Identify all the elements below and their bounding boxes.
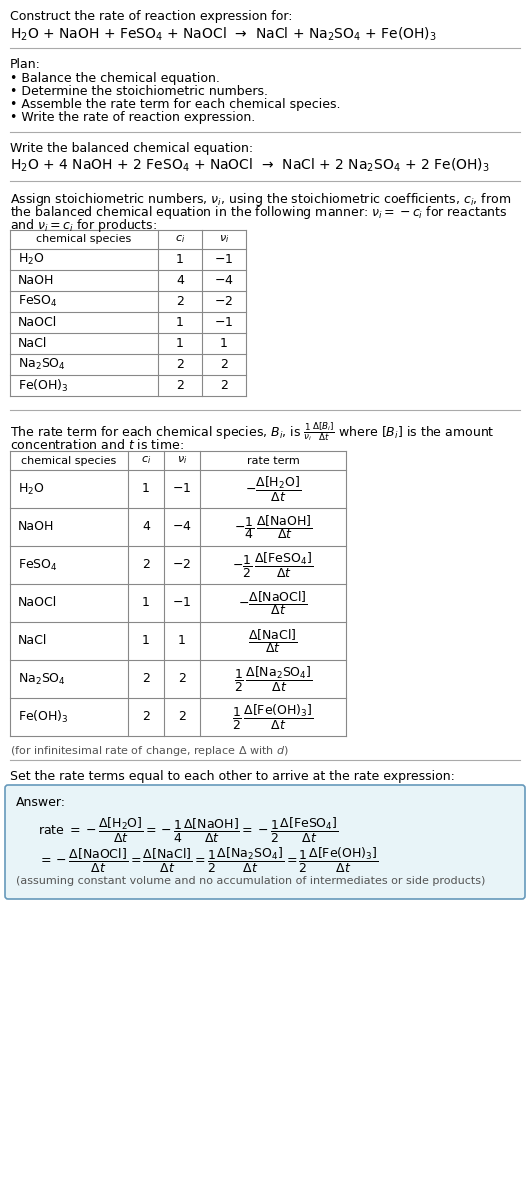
Text: H$_2$O: H$_2$O [18,482,45,496]
Text: • Determine the stoichiometric numbers.: • Determine the stoichiometric numbers. [10,85,268,98]
Text: $-\dfrac{1}{4}\,\dfrac{\Delta[\mathrm{NaOH}]}{\Delta t}$: $-\dfrac{1}{4}\,\dfrac{\Delta[\mathrm{Na… [234,513,312,541]
Text: 2: 2 [220,379,228,393]
Text: NaOCl: NaOCl [18,596,57,609]
Text: Answer:: Answer: [16,796,66,809]
Text: 1: 1 [220,337,228,350]
Text: 2: 2 [142,710,150,724]
Text: 1: 1 [176,315,184,329]
Text: 2: 2 [142,559,150,572]
Text: $\nu_i$: $\nu_i$ [219,234,229,246]
Text: 2: 2 [176,358,184,371]
FancyBboxPatch shape [5,785,525,899]
Text: rate $= -\dfrac{\Delta[\mathrm{H_2O}]}{\Delta t} = -\dfrac{1}{4}\dfrac{\Delta[\m: rate $= -\dfrac{\Delta[\mathrm{H_2O}]}{\… [38,816,339,845]
Text: $-$2: $-$2 [172,559,191,572]
Text: $-$1: $-$1 [215,253,234,266]
Text: the balanced chemical equation in the following manner: $\nu_i = -c_i$ for react: the balanced chemical equation in the fo… [10,203,508,222]
Text: $\dfrac{\Delta[\mathrm{NaCl}]}{\Delta t}$: $\dfrac{\Delta[\mathrm{NaCl}]}{\Delta t}… [248,627,298,655]
Text: $c_i$: $c_i$ [175,234,185,246]
Text: Set the rate terms equal to each other to arrive at the rate expression:: Set the rate terms equal to each other t… [10,771,455,783]
Text: 1: 1 [176,253,184,266]
Text: Na$_2$SO$_4$: Na$_2$SO$_4$ [18,356,66,372]
Text: chemical species: chemical species [21,455,117,466]
Text: Construct the rate of reaction expression for:: Construct the rate of reaction expressio… [10,10,293,23]
Text: NaCl: NaCl [18,337,47,350]
Text: $-\dfrac{1}{2}\,\dfrac{\Delta[\mathrm{FeSO_4}]}{\Delta t}$: $-\dfrac{1}{2}\,\dfrac{\Delta[\mathrm{Fe… [233,550,314,579]
Text: $\dfrac{1}{2}\,\dfrac{\Delta[\mathrm{Fe(OH)_3}]}{\Delta t}$: $\dfrac{1}{2}\,\dfrac{\Delta[\mathrm{Fe(… [232,702,314,732]
Text: $c_i$: $c_i$ [141,455,151,466]
Text: 2: 2 [220,358,228,371]
Text: $-$4: $-$4 [214,275,234,287]
Text: H$_2$O + NaOH + FeSO$_4$ + NaOCl  →  NaCl + Na$_2$SO$_4$ + Fe(OH)$_3$: H$_2$O + NaOH + FeSO$_4$ + NaOCl → NaCl … [10,26,437,43]
Text: NaOH: NaOH [18,520,55,533]
Text: rate term: rate term [246,455,299,466]
Text: 1: 1 [142,596,150,609]
Text: $-$4: $-$4 [172,520,192,533]
Text: H$_2$O: H$_2$O [18,252,45,267]
Text: (for infinitesimal rate of change, replace Δ with $d$): (for infinitesimal rate of change, repla… [10,744,289,759]
Text: $-$1: $-$1 [172,483,192,496]
Text: $\nu_i$: $\nu_i$ [177,455,187,466]
Text: The rate term for each chemical species, $B_i$, is $\frac{1}{\nu_i}\frac{\Delta[: The rate term for each chemical species,… [10,420,494,443]
Text: 4: 4 [142,520,150,533]
Text: $-$2: $-$2 [215,295,234,308]
Text: Plan:: Plan: [10,58,41,71]
Text: $-\dfrac{\Delta[\mathrm{NaOCl}]}{\Delta t}$: $-\dfrac{\Delta[\mathrm{NaOCl}]}{\Delta … [238,589,308,616]
Text: $-$1: $-$1 [215,315,234,329]
Text: Na$_2$SO$_4$: Na$_2$SO$_4$ [18,672,66,686]
Text: $= -\dfrac{\Delta[\mathrm{NaOCl}]}{\Delta t} = \dfrac{\Delta[\mathrm{NaCl}]}{\De: $= -\dfrac{\Delta[\mathrm{NaOCl}]}{\Delt… [38,846,379,875]
Text: 1: 1 [176,337,184,350]
Text: • Balance the chemical equation.: • Balance the chemical equation. [10,72,220,85]
Text: 1: 1 [178,635,186,648]
Text: $-\dfrac{\Delta[\mathrm{H_2O}]}{\Delta t}$: $-\dfrac{\Delta[\mathrm{H_2O}]}{\Delta t… [245,474,301,503]
Text: 2: 2 [178,710,186,724]
Text: FeSO$_4$: FeSO$_4$ [18,557,58,573]
Text: 1: 1 [142,483,150,496]
Text: (assuming constant volume and no accumulation of intermediates or side products): (assuming constant volume and no accumul… [16,877,485,886]
Text: 4: 4 [176,275,184,287]
Text: chemical species: chemical species [37,235,131,244]
Text: $\dfrac{1}{2}\,\dfrac{\Delta[\mathrm{Na_2SO_4}]}{\Delta t}$: $\dfrac{1}{2}\,\dfrac{\Delta[\mathrm{Na_… [234,665,312,694]
Text: Fe(OH)$_3$: Fe(OH)$_3$ [18,377,69,394]
Text: 2: 2 [176,379,184,393]
Text: FeSO$_4$: FeSO$_4$ [18,294,58,309]
Text: NaOH: NaOH [18,275,55,287]
Text: $-$1: $-$1 [172,596,192,609]
Text: 2: 2 [142,673,150,685]
Text: • Write the rate of reaction expression.: • Write the rate of reaction expression. [10,111,255,124]
Text: NaOCl: NaOCl [18,315,57,329]
Text: concentration and $t$ is time:: concentration and $t$ is time: [10,438,184,452]
Text: H$_2$O + 4 NaOH + 2 FeSO$_4$ + NaOCl  →  NaCl + 2 Na$_2$SO$_4$ + 2 Fe(OH)$_3$: H$_2$O + 4 NaOH + 2 FeSO$_4$ + NaOCl → N… [10,157,490,175]
Text: • Assemble the rate term for each chemical species.: • Assemble the rate term for each chemic… [10,98,340,111]
Text: Assign stoichiometric numbers, $\nu_i$, using the stoichiometric coefficients, $: Assign stoichiometric numbers, $\nu_i$, … [10,191,511,208]
Text: 2: 2 [176,295,184,308]
Text: Fe(OH)$_3$: Fe(OH)$_3$ [18,709,69,725]
Text: 1: 1 [142,635,150,648]
Text: Write the balanced chemical equation:: Write the balanced chemical equation: [10,142,253,155]
Text: 2: 2 [178,673,186,685]
Text: NaCl: NaCl [18,635,47,648]
Text: and $\nu_i = c_i$ for products:: and $\nu_i = c_i$ for products: [10,217,157,234]
